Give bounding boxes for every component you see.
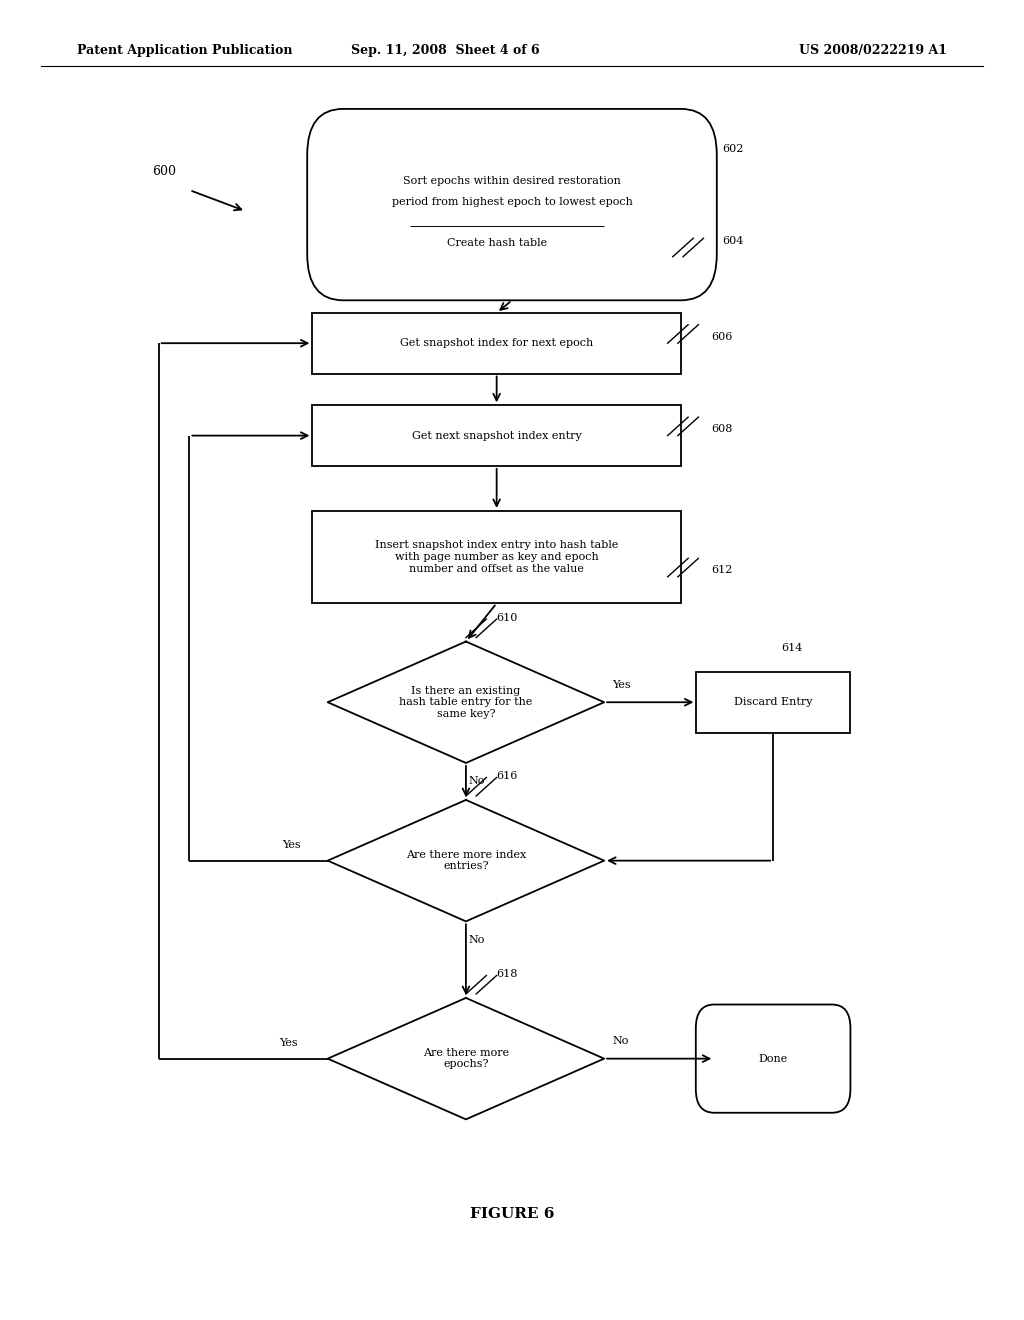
Text: Sep. 11, 2008  Sheet 4 of 6: Sep. 11, 2008 Sheet 4 of 6 [351, 44, 540, 57]
Text: Discard Entry: Discard Entry [734, 697, 812, 708]
Text: Get next snapshot index entry: Get next snapshot index entry [412, 430, 582, 441]
Text: No: No [612, 1036, 629, 1047]
Polygon shape [328, 642, 604, 763]
Bar [312, 405, 681, 466]
Text: 612: 612 [712, 565, 733, 576]
Text: Done: Done [759, 1053, 787, 1064]
Bar [312, 313, 681, 374]
Text: Yes: Yes [612, 680, 631, 690]
Text: No: No [468, 776, 484, 787]
Text: Yes: Yes [283, 840, 301, 850]
Text: 604: 604 [722, 236, 743, 246]
Text: Are there more
epochs?: Are there more epochs? [423, 1048, 509, 1069]
Text: Patent Application Publication: Patent Application Publication [77, 44, 292, 57]
Text: Insert snapshot index entry into hash table
with page number as key and epoch
nu: Insert snapshot index entry into hash ta… [375, 540, 618, 574]
Text: 618: 618 [497, 969, 518, 979]
Text: Yes: Yes [280, 1038, 298, 1048]
Text: 608: 608 [712, 424, 733, 434]
Text: 600: 600 [152, 165, 176, 178]
Text: 614: 614 [781, 643, 802, 653]
Text: Get snapshot index for next epoch: Get snapshot index for next epoch [400, 338, 593, 348]
Text: period from highest epoch to lowest epoch: period from highest epoch to lowest epoc… [391, 197, 633, 207]
Text: Sort epochs within desired restoration: Sort epochs within desired restoration [403, 176, 621, 186]
Text: 610: 610 [497, 612, 518, 623]
Text: 602: 602 [722, 144, 743, 153]
Text: US 2008/0222219 A1: US 2008/0222219 A1 [799, 44, 947, 57]
Bar [696, 672, 850, 733]
FancyBboxPatch shape [307, 110, 717, 301]
Bar [312, 511, 681, 603]
FancyBboxPatch shape [696, 1005, 850, 1113]
Text: 616: 616 [497, 771, 518, 781]
Polygon shape [328, 800, 604, 921]
Text: No: No [468, 935, 484, 945]
Text: FIGURE 6: FIGURE 6 [470, 1208, 554, 1221]
Text: 606: 606 [712, 331, 733, 342]
Polygon shape [328, 998, 604, 1119]
Text: Create hash table: Create hash table [446, 238, 547, 248]
Text: Are there more index
entries?: Are there more index entries? [406, 850, 526, 871]
Text: Is there an existing
hash table entry for the
same key?: Is there an existing hash table entry fo… [399, 685, 532, 719]
